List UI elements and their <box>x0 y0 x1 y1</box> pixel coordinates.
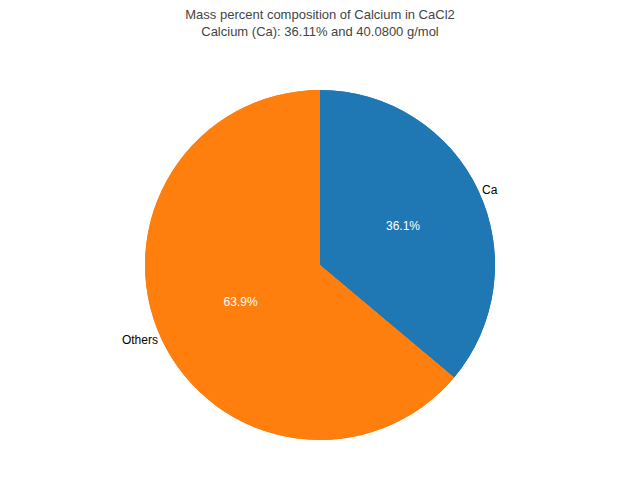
svg-text:Ca: Ca <box>482 183 498 197</box>
svg-text:Mass percent composition of Ca: Mass percent composition of Calcium in C… <box>185 7 455 39</box>
svg-text:Others: Others <box>122 333 158 347</box>
svg-text:36.1%: 36.1% <box>386 219 420 233</box>
svg-text:63.9%: 63.9% <box>224 295 258 309</box>
